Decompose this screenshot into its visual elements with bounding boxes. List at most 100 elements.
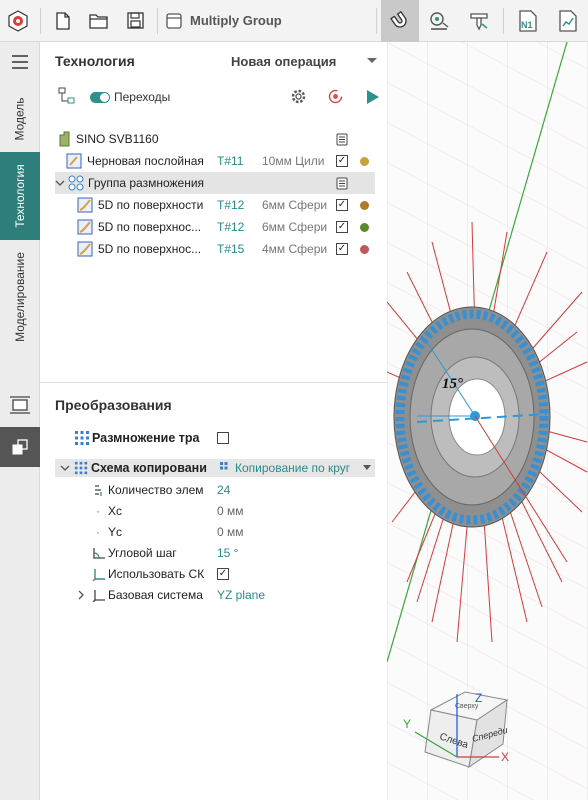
group-name: Группа размножения <box>88 176 205 190</box>
property-row[interactable]: Базовая система YZ plane <box>40 584 387 606</box>
tree-row-operation[interactable]: 5D по поверхности T#12 6мм Сфери ✓ <box>40 194 387 216</box>
save-icon[interactable] <box>117 0 153 42</box>
dot-icon: · <box>96 504 100 518</box>
property-row[interactable]: Угловой шаг 15 ° <box>40 542 387 564</box>
axis-x-label: X <box>501 750 509 764</box>
chevron-down-icon[interactable] <box>60 457 70 479</box>
property-label: Угловой шаг <box>108 546 177 560</box>
machine-tool-icon[interactable] <box>459 0 499 42</box>
color-cell <box>360 238 369 260</box>
property-value[interactable]: 24 <box>217 483 231 497</box>
grid-dots-icon <box>74 457 88 479</box>
nc-program-icon[interactable]: N1 <box>508 0 548 42</box>
property-row[interactable]: Использовать СК ✓ <box>40 563 387 585</box>
surface-5d-op-icon <box>77 216 93 238</box>
3d-viewport[interactable]: 15° Слева Спереди Сверху X Y Z <box>387 42 588 800</box>
tree-row-operation[interactable]: 5D по поверхнос... T#12 6мм Сфери ✓ <box>40 216 387 238</box>
color-dot <box>360 222 369 232</box>
tab-modeling-label: Моделирование <box>13 252 28 342</box>
tab-modeling[interactable]: Моделирование <box>0 242 40 352</box>
property-label: Количество элем <box>108 483 204 497</box>
new-file-icon[interactable] <box>45 0 81 42</box>
surface-5d-op-icon <box>77 194 93 216</box>
enabled-checkbox[interactable]: ✓ <box>336 155 348 167</box>
tree-row-operation[interactable]: Черновая послойная T#11 10мм Цили ✓ <box>40 150 387 172</box>
tool-number: T#12 <box>217 220 245 234</box>
chevron-down-icon[interactable] <box>55 172 65 194</box>
tool-number: T#12 <box>217 198 245 212</box>
tool-description: 6мм Сфери <box>262 198 328 212</box>
property-value[interactable]: YZ plane <box>217 588 266 602</box>
cube-top-face[interactable]: Сверху <box>455 703 479 710</box>
surface-5d-op-icon <box>77 238 93 260</box>
scheme-value[interactable]: Копирование по круг <box>235 461 351 475</box>
tool-description: 4мм Сфери <box>262 242 328 256</box>
enabled-checkbox[interactable]: ✓ <box>336 199 348 211</box>
transitions-tree-icon[interactable] <box>57 87 77 108</box>
enabled-checkbox[interactable]: ✓ <box>336 243 348 255</box>
play-icon[interactable] <box>366 89 380 108</box>
vertical-tab-bar: Модель Технология Моделирование <box>0 42 40 800</box>
color-cell <box>360 216 369 238</box>
notes-icon[interactable] <box>336 172 348 194</box>
tool-description: 6мм Сфери <box>262 220 328 234</box>
transform-panel-icon[interactable] <box>0 385 40 425</box>
chevron-right-icon[interactable] <box>77 584 85 606</box>
tab-technology[interactable]: Технология <box>0 152 40 240</box>
chevron-down-icon[interactable] <box>362 457 372 479</box>
multiply-label: Размножение тра <box>92 431 200 445</box>
color-cell <box>360 194 369 216</box>
red-axis-line <box>474 415 568 563</box>
property-value[interactable]: 0 мм <box>217 525 244 539</box>
toolbar-separator <box>40 7 41 34</box>
enabled-checkbox[interactable]: ✓ <box>336 221 348 233</box>
scheme-row[interactable]: Схема копировани Копирование по круг <box>40 457 387 479</box>
panel-splitter[interactable] <box>40 382 387 383</box>
tool-description: 10мм Цили <box>262 154 325 168</box>
operation-name: 5D по поверхнос... <box>98 220 202 234</box>
property-value[interactable]: 15 ° <box>217 546 239 560</box>
notes-icon[interactable] <box>336 128 348 150</box>
open-folder-icon[interactable] <box>81 0 117 42</box>
tree-row-group[interactable]: Группа размножения <box>55 172 375 194</box>
group-icon <box>68 172 85 194</box>
color-dot <box>360 200 369 210</box>
gear-icon[interactable] <box>290 88 307 108</box>
tree-row-operation[interactable]: 5D по поверхнос... T#15 4мм Сфери ✓ <box>40 238 387 260</box>
property-row[interactable]: · Xc 0 мм <box>40 500 387 522</box>
machine-name: SINO SVB1160 <box>76 132 159 146</box>
property-label: Использовать СК <box>108 567 205 581</box>
operation-name: 5D по поверхности <box>98 198 204 212</box>
toolbar-separator <box>157 7 158 34</box>
multiply-panel-icon[interactable] <box>0 427 40 467</box>
angle-line <box>426 341 476 417</box>
magnet-icon[interactable] <box>381 0 419 42</box>
check-cell: ✓ <box>336 238 348 260</box>
property-row[interactable]: · Yc 0 мм <box>40 521 387 543</box>
chevron-down-icon[interactable] <box>367 58 377 63</box>
tree-row-machine[interactable]: SINO SVB1160 <box>40 128 387 150</box>
use-cs-checkbox[interactable]: ✓ <box>217 568 229 580</box>
tab-model[interactable]: Модель <box>0 88 40 150</box>
machine-icon <box>58 128 72 150</box>
panel-title: Технология <box>55 53 135 69</box>
scene-graphics: 15° Слева Спереди Сверху X Y Z <box>387 42 588 800</box>
property-value[interactable]: 0 мм <box>217 504 244 518</box>
multiply-checkbox[interactable] <box>217 432 229 444</box>
app-logo-icon[interactable] <box>0 0 36 42</box>
multiply-row[interactable]: Размножение тра <box>40 427 387 449</box>
transitions-toggle[interactable] <box>90 92 110 103</box>
hamburger-menu-icon[interactable] <box>0 48 40 76</box>
report-chart-icon[interactable] <box>548 0 588 42</box>
new-operation-dropdown[interactable]: Новая операция <box>231 54 337 69</box>
base-system-icon <box>92 584 106 606</box>
technology-panel: Технология Новая операция Переходы SINO … <box>40 42 387 800</box>
coordinate-system-icon <box>92 563 106 585</box>
view-cube[interactable]: Слева Спереди Сверху <box>424 691 509 769</box>
document-icon <box>162 0 186 42</box>
count-icon <box>92 479 105 501</box>
toolbar-separator <box>503 7 504 34</box>
simulation-icon[interactable] <box>419 0 459 42</box>
recalculate-icon[interactable] <box>327 88 344 108</box>
property-row[interactable]: Количество элем 24 <box>40 479 387 501</box>
